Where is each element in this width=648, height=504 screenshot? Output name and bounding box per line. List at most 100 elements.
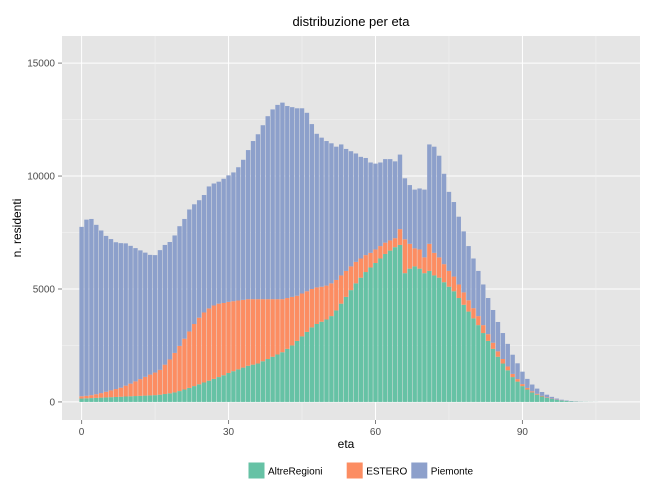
bar-Piemonte-4 <box>98 230 104 394</box>
bar-ESTERO-70 <box>422 257 427 274</box>
bar-Piemonte-59 <box>368 162 373 253</box>
bar-ESTERO-88 <box>510 373 515 378</box>
bar-Piemonte-87 <box>505 343 510 367</box>
bar-ESTERO-0 <box>79 396 84 399</box>
bar-AltreRegioni-41 <box>280 352 285 402</box>
bar-ESTERO-3 <box>94 394 99 398</box>
bar-ESTERO-55 <box>348 266 354 291</box>
bar-ESTERO-66 <box>402 239 408 274</box>
bar-AltreRegioni-72 <box>432 275 437 402</box>
bar-AltreRegioni-99 <box>564 401 569 402</box>
bar-AltreRegioni-54 <box>343 296 349 402</box>
bar-Piemonte-23 <box>192 204 197 324</box>
bar-AltreRegioni-76 <box>451 291 457 402</box>
bar-AltreRegioni-32 <box>236 369 241 402</box>
bar-ESTERO-37 <box>260 299 266 362</box>
bar-ESTERO-76 <box>451 276 457 292</box>
bar-Piemonte-39 <box>270 109 275 300</box>
bar-Piemonte-37 <box>260 125 266 300</box>
bar-Piemonte-48 <box>314 133 319 288</box>
bar-AltreRegioni-38 <box>265 359 270 402</box>
bar-AltreRegioni-52 <box>334 310 339 402</box>
bar-Piemonte-58 <box>363 157 368 256</box>
bar-Piemonte-10 <box>128 245 133 384</box>
bar-AltreRegioni-10 <box>128 396 133 402</box>
bar-AltreRegioni-47 <box>309 327 315 402</box>
bar-AltreRegioni-57 <box>358 277 364 402</box>
bar-ESTERO-36 <box>255 299 261 364</box>
bar-AltreRegioni-30 <box>226 373 231 402</box>
bar-ESTERO-51 <box>329 283 334 317</box>
bar-Piemonte-96 <box>549 396 555 399</box>
bar-AltreRegioni-42 <box>285 348 290 402</box>
y-tick-label: 15000 <box>27 59 55 70</box>
bar-ESTERO-54 <box>343 270 349 297</box>
bar-Piemonte-27 <box>211 183 217 306</box>
bar-ESTERO-21 <box>182 338 187 390</box>
bar-ESTERO-89 <box>515 379 520 382</box>
bar-Piemonte-54 <box>343 148 349 271</box>
bar-AltreRegioni-82 <box>481 333 486 402</box>
bar-ESTERO-58 <box>363 255 368 273</box>
bar-AltreRegioni-17 <box>162 394 168 402</box>
bar-Piemonte-15 <box>152 255 158 373</box>
bar-ESTERO-75 <box>446 270 452 287</box>
bar-ESTERO-29 <box>221 302 226 376</box>
bar-ESTERO-42 <box>285 298 290 349</box>
bar-AltreRegioni-93 <box>534 394 540 402</box>
bar-ESTERO-18 <box>167 359 172 394</box>
bar-ESTERO-91 <box>525 387 530 390</box>
bar-AltreRegioni-79 <box>466 311 471 402</box>
bar-AltreRegioni-75 <box>446 286 452 402</box>
bar-Piemonte-11 <box>133 248 138 382</box>
bar-Piemonte-75 <box>446 191 452 271</box>
bar-AltreRegioni-1 <box>84 398 89 402</box>
bar-AltreRegioni-28 <box>216 377 221 402</box>
bar-ESTERO-85 <box>495 351 501 357</box>
bar-ESTERO-87 <box>505 366 510 371</box>
legend: AltreRegioni ESTERO Piemonte <box>247 461 473 480</box>
bar-AltreRegioni-4 <box>98 397 104 402</box>
bar-Piemonte-29 <box>221 178 226 303</box>
bar-ESTERO-72 <box>432 252 437 276</box>
bar-Piemonte-67 <box>407 185 412 244</box>
bar-Piemonte-82 <box>481 284 486 326</box>
bar-AltreRegioni-12 <box>138 395 143 402</box>
legend-key-Piemonte <box>410 461 429 480</box>
bar-ESTERO-59 <box>368 252 373 268</box>
bar-Piemonte-61 <box>378 162 383 247</box>
bar-Piemonte-76 <box>451 202 457 277</box>
bar-AltreRegioni-45 <box>299 336 305 402</box>
bar-ESTERO-90 <box>520 384 525 387</box>
bar-Piemonte-55 <box>348 151 354 267</box>
bar-ESTERO-25 <box>201 312 207 383</box>
bar-ESTERO-64 <box>392 238 398 248</box>
bar-ESTERO-53 <box>338 275 344 304</box>
bar-ESTERO-32 <box>236 300 241 370</box>
bar-AltreRegioni-20 <box>177 391 182 402</box>
bar-Piemonte-5 <box>103 235 109 392</box>
bar-AltreRegioni-34 <box>245 365 251 402</box>
bar-AltreRegioni-69 <box>417 268 422 402</box>
bar-AltreRegioni-33 <box>241 367 246 402</box>
bar-ESTERO-23 <box>192 324 197 387</box>
bar-Piemonte-66 <box>402 178 408 240</box>
bar-Piemonte-33 <box>241 159 246 300</box>
bar-Piemonte-53 <box>338 144 344 276</box>
bar-ESTERO-86 <box>500 359 506 364</box>
bar-ESTERO-78 <box>461 292 466 305</box>
x-tick-label: 60 <box>370 427 382 438</box>
bar-AltreRegioni-97 <box>554 399 559 402</box>
bar-AltreRegioni-91 <box>525 389 530 402</box>
bar-AltreRegioni-44 <box>294 340 300 402</box>
bar-AltreRegioni-9 <box>123 396 128 402</box>
bar-ESTERO-61 <box>378 246 383 259</box>
bar-AltreRegioni-23 <box>192 386 197 402</box>
bar-ESTERO-92 <box>530 391 535 393</box>
bar-Piemonte-35 <box>250 141 256 300</box>
bar-ESTERO-8 <box>118 387 123 397</box>
bar-ESTERO-56 <box>353 261 359 284</box>
bar-ESTERO-24 <box>196 317 202 385</box>
bar-ESTERO-39 <box>270 299 275 357</box>
legend-key-ESTERO <box>345 461 364 480</box>
